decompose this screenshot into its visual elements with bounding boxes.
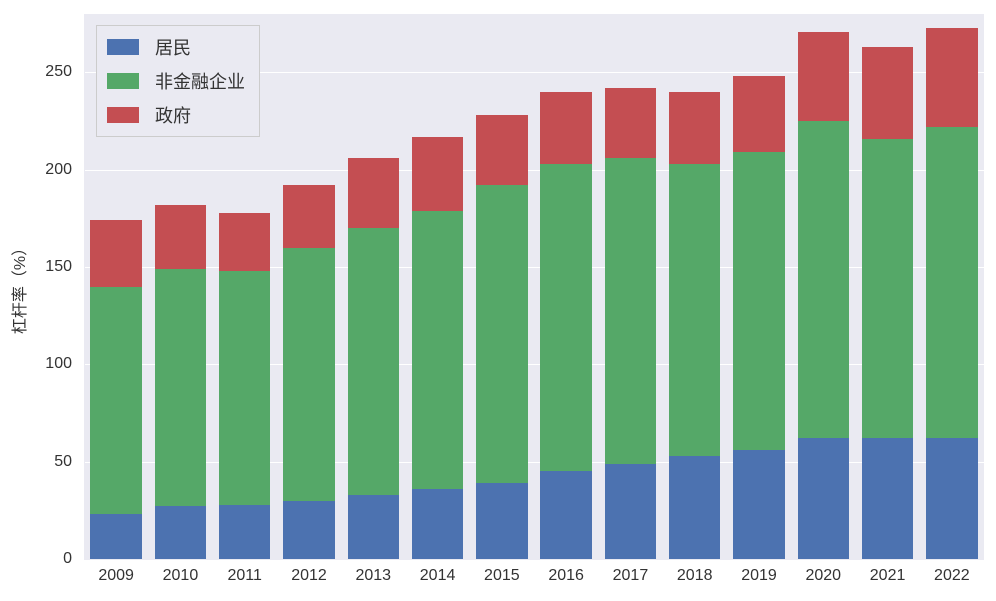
- bar-group: [348, 158, 399, 559]
- bar-households: [733, 450, 784, 559]
- bar-government: [155, 205, 206, 269]
- bar-nonfin: [733, 152, 784, 450]
- bar-group: [283, 185, 334, 559]
- x-tick-label: 2022: [934, 567, 970, 585]
- bar-households: [348, 495, 399, 559]
- bar-government: [862, 47, 913, 138]
- y-tick-label: 0: [0, 550, 72, 568]
- bar-households: [669, 456, 720, 559]
- bar-nonfin: [605, 158, 656, 464]
- bar-households: [219, 505, 270, 560]
- bar-government: [733, 76, 784, 152]
- bar-households: [476, 483, 527, 559]
- y-tick-label: 100: [0, 355, 72, 373]
- bar-government: [348, 158, 399, 228]
- bar-nonfin: [412, 211, 463, 489]
- bar-nonfin: [798, 121, 849, 438]
- bar-group: [155, 205, 206, 559]
- bar-households: [862, 438, 913, 559]
- bar-group: [476, 115, 527, 559]
- bar-government: [412, 137, 463, 211]
- bar-group: [605, 88, 656, 559]
- x-tick-label: 2021: [870, 567, 906, 585]
- spine-bottom: [84, 559, 984, 560]
- bar-households: [412, 489, 463, 559]
- x-tick-label: 2017: [613, 567, 649, 585]
- bar-government: [605, 88, 656, 158]
- x-tick-label: 2016: [548, 567, 584, 585]
- bar-nonfin: [862, 139, 913, 439]
- bar-group: [219, 213, 270, 559]
- x-tick-label: 2013: [355, 567, 391, 585]
- bar-nonfin: [476, 185, 527, 483]
- bar-group: [798, 32, 849, 559]
- legend-label: 居民: [155, 34, 191, 60]
- bar-households: [926, 438, 977, 559]
- y-tick-label: 200: [0, 161, 72, 179]
- bar-group: [733, 76, 784, 559]
- bar-group: [926, 28, 977, 559]
- legend-item-nonfin: 非金融企业: [107, 68, 245, 94]
- bar-nonfin: [540, 164, 591, 472]
- x-tick-label: 2010: [163, 567, 199, 585]
- bar-government: [669, 92, 720, 164]
- bar-households: [605, 464, 656, 559]
- bar-government: [283, 185, 334, 247]
- bar-households: [90, 514, 141, 559]
- bar-households: [283, 501, 334, 559]
- bar-group: [669, 92, 720, 559]
- x-tick-label: 2015: [484, 567, 520, 585]
- legend-swatch: [107, 107, 139, 123]
- bar-government: [476, 115, 527, 185]
- bar-group: [412, 137, 463, 559]
- bar-group: [90, 220, 141, 559]
- legend-swatch: [107, 73, 139, 89]
- legend: 居民非金融企业政府: [96, 25, 260, 137]
- bar-nonfin: [219, 271, 270, 505]
- y-tick-label: 50: [0, 453, 72, 471]
- bar-households: [155, 506, 206, 559]
- bar-government: [798, 32, 849, 122]
- x-tick-label: 2018: [677, 567, 713, 585]
- x-tick-label: 2012: [291, 567, 327, 585]
- bar-government: [219, 213, 270, 271]
- legend-label: 政府: [155, 102, 191, 128]
- bar-nonfin: [283, 248, 334, 501]
- y-tick-label: 250: [0, 63, 72, 81]
- x-tick-label: 2014: [420, 567, 456, 585]
- bar-government: [540, 92, 591, 164]
- bar-group: [540, 92, 591, 559]
- bar-nonfin: [155, 269, 206, 506]
- bar-government: [926, 28, 977, 127]
- bar-households: [540, 471, 591, 559]
- bar-government: [90, 220, 141, 286]
- x-tick-label: 2020: [805, 567, 841, 585]
- y-axis-label: 杠杆率（%）: [6, 239, 30, 333]
- bar-nonfin: [669, 164, 720, 456]
- bar-households: [798, 438, 849, 559]
- bar-nonfin: [348, 228, 399, 495]
- x-tick-label: 2011: [228, 567, 262, 585]
- leverage-chart: 050100150200250 200920102011201220132014…: [0, 0, 996, 601]
- x-tick-label: 2019: [741, 567, 777, 585]
- bar-group: [862, 47, 913, 559]
- legend-item-government: 政府: [107, 102, 245, 128]
- legend-item-households: 居民: [107, 34, 245, 60]
- spine-left: [84, 14, 85, 559]
- legend-label: 非金融企业: [155, 68, 245, 94]
- bar-nonfin: [926, 127, 977, 438]
- x-tick-label: 2009: [98, 567, 134, 585]
- bar-nonfin: [90, 287, 141, 515]
- legend-swatch: [107, 39, 139, 55]
